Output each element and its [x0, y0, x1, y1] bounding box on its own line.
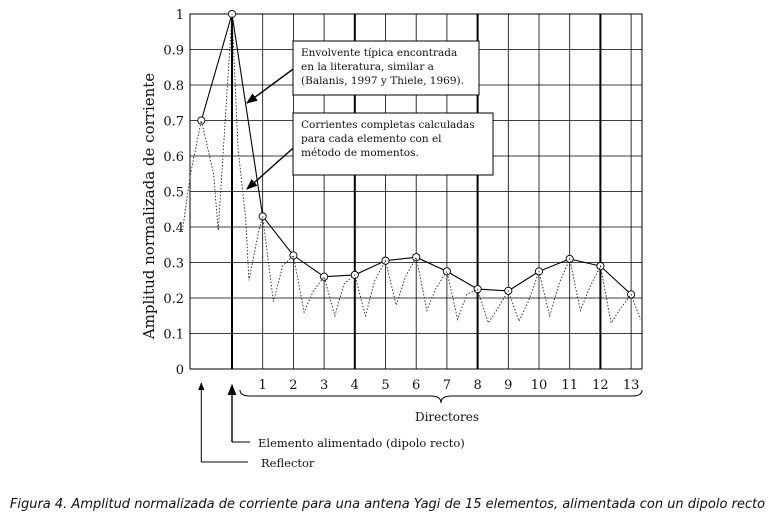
y-tick-label: 0.7: [163, 115, 184, 130]
x-tick-label: 4: [351, 378, 359, 393]
directors-brace: [239, 389, 643, 404]
data-point: [320, 272, 329, 281]
y-tick-label: 1: [176, 8, 184, 23]
x-tick-label: 9: [504, 378, 512, 393]
y-axis-label: Amplitud normalizada de corriente: [140, 73, 158, 340]
figure-caption: Figura 4. Amplitud normalizada de corrie…: [9, 497, 766, 512]
x-tick-label: 13: [623, 378, 640, 393]
y-tick-label: 0.3: [163, 257, 184, 272]
data-point: [197, 116, 206, 125]
reflector-label: Reflector: [261, 456, 315, 470]
y-tick-label: 0.9: [163, 44, 184, 59]
y-tick-label: 0.1: [163, 328, 184, 343]
annotation-text: Envolvente típica encontrada: [301, 47, 457, 59]
x-tick-label: 6: [412, 378, 420, 393]
x-tick-label: 3: [320, 378, 328, 393]
annotation-text: para cada elemento con el: [301, 133, 442, 145]
fed-element-label: Elemento alimentado (dipolo recto): [258, 436, 465, 450]
plot-frame: [189, 13, 643, 370]
y-tick-label: 0: [176, 363, 184, 378]
y-tick-label: 0.2: [163, 292, 184, 307]
x-tick-label: 10: [531, 378, 548, 393]
data-point: [289, 251, 298, 260]
series-line-full-currents: [182, 13, 641, 325]
x-tick-label: 12: [592, 378, 609, 393]
directors-label: Directores: [415, 410, 479, 424]
data-point: [412, 253, 421, 262]
annotation-box: [292, 112, 494, 176]
annotation-text: Corrientes completas calculadas: [301, 119, 475, 131]
annotation-box: [292, 40, 480, 96]
y-tick-label: 0.8: [163, 79, 184, 94]
x-tick-label: 1: [259, 378, 267, 393]
annotation-text: (Balanis, 1997 y Thiele, 1969).: [301, 75, 464, 87]
data-point: [442, 267, 451, 276]
x-tick-label: 11: [561, 378, 578, 393]
x-tick-label: 8: [473, 378, 481, 393]
y-tick-label: 0.5: [163, 186, 184, 201]
x-tick-label: 7: [443, 378, 451, 393]
annotation-text: en la literatura, similar a: [301, 61, 434, 73]
x-tick-label: 5: [381, 378, 389, 393]
annotation-arrow: [246, 63, 301, 104]
x-tick-label: 2: [289, 378, 297, 393]
plot-area: 00.10.20.30.40.50.60.70.80.911 2 3 4 5 6 7 8 9 10…: [163, 8, 643, 470]
y-tick-label: 0.6: [163, 150, 184, 165]
y-tick-label: 0.4: [163, 221, 184, 236]
annotation-arrow: [246, 141, 301, 190]
annotation-text: método de momentos.: [301, 147, 419, 159]
